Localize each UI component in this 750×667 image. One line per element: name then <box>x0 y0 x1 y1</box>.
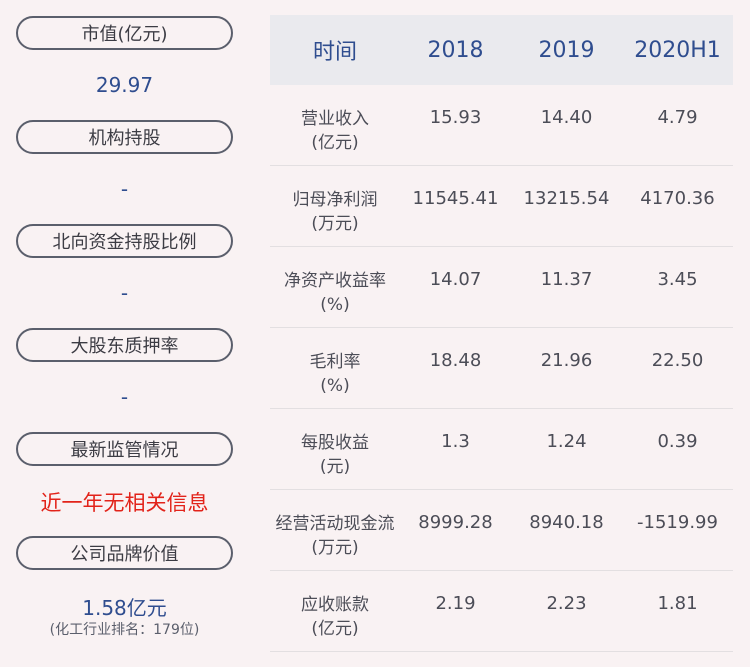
row-label-unit: (亿元) <box>311 133 359 153</box>
cell: 1.81 <box>657 593 698 614</box>
row-label-main: 归母净利润 <box>292 190 378 210</box>
cell: 1.24 <box>546 431 587 452</box>
financial-table: 时间 2018 2019 2020H1 营业收入 (亿元) 15.93 14.40… <box>270 15 733 652</box>
table-row: 营业收入 (亿元) 15.93 14.40 4.79 <box>270 85 733 166</box>
cell: 11.37 <box>540 269 593 290</box>
cell: 4170.36 <box>640 188 715 209</box>
row-label: 应收账款 (亿元) <box>270 571 400 641</box>
cell: 22.50 <box>651 350 704 371</box>
row-label-main: 每股收益 <box>301 433 369 453</box>
pledge-value: - <box>120 385 129 409</box>
brand-note: (化工行业排名：179位) <box>49 622 200 638</box>
row-label-unit: (%) <box>320 376 350 396</box>
cell: 15.93 <box>429 107 482 128</box>
cell: -1519.99 <box>637 512 718 533</box>
header-2018: 2018 <box>427 37 484 63</box>
row-label-main: 毛利率 <box>309 352 361 372</box>
market-value: 29.97 <box>95 73 154 97</box>
row-label-unit: (%) <box>320 295 350 315</box>
northbound-label: 北向资金持股比例 <box>16 224 233 258</box>
regulation-value: 近一年无相关信息 <box>40 491 209 515</box>
northbound-value: - <box>120 281 129 305</box>
row-label: 毛利率 (%) <box>270 328 400 398</box>
cell: 8999.28 <box>418 512 493 533</box>
row-label-main: 经营活动现金流 <box>275 514 395 534</box>
brand-value: 1.58亿元 <box>82 596 167 620</box>
pledge-label: 大股东质押率 <box>16 328 233 362</box>
table-row: 经营活动现金流 (万元) 8999.28 8940.18 -1519.99 <box>270 490 733 571</box>
row-label-unit: (万元) <box>311 538 359 558</box>
market-value-label: 市值(亿元) <box>16 16 233 50</box>
cell: 1.3 <box>441 431 470 452</box>
row-label-unit: (万元) <box>311 214 359 234</box>
row-label: 营业收入 (亿元) <box>270 85 400 155</box>
cell: 21.96 <box>540 350 593 371</box>
cell: 18.48 <box>429 350 482 371</box>
cell: 11545.41 <box>412 188 499 209</box>
row-label: 归母净利润 (万元) <box>270 166 400 236</box>
institution-label: 机构持股 <box>16 120 233 154</box>
table-row: 归母净利润 (万元) 11545.41 13215.54 4170.36 <box>270 166 733 247</box>
cell: 14.07 <box>429 269 482 290</box>
row-label-main: 净资产收益率 <box>284 271 386 291</box>
cell: 14.40 <box>540 107 593 128</box>
table-header: 时间 2018 2019 2020H1 <box>270 15 733 85</box>
row-label-main: 应收账款 <box>301 595 369 615</box>
left-panel: 市值(亿元) 29.97 机构持股 - 北向资金持股比例 - 大股东质押率 - … <box>0 0 250 667</box>
row-label-unit: (亿元) <box>311 619 359 639</box>
brand-label: 公司品牌价值 <box>16 536 233 570</box>
row-label: 经营活动现金流 (万元) <box>270 490 400 560</box>
row-label-unit: (元) <box>319 457 351 477</box>
header-2019: 2019 <box>538 37 595 63</box>
cell: 13215.54 <box>523 188 610 209</box>
table-row: 净资产收益率 (%) 14.07 11.37 3.45 <box>270 247 733 328</box>
row-label: 每股收益 (元) <box>270 409 400 479</box>
regulation-label: 最新监管情况 <box>16 432 233 466</box>
cell: 8940.18 <box>529 512 604 533</box>
cell: 2.23 <box>546 593 587 614</box>
table-row: 毛利率 (%) 18.48 21.96 22.50 <box>270 328 733 409</box>
row-label: 净资产收益率 (%) <box>270 247 400 317</box>
table-row: 每股收益 (元) 1.3 1.24 0.39 <box>270 409 733 490</box>
institution-value: - <box>120 177 129 201</box>
table-row: 应收账款 (亿元) 2.19 2.23 1.81 <box>270 571 733 652</box>
row-label-main: 营业收入 <box>301 109 369 129</box>
cell: 2.19 <box>435 593 476 614</box>
header-time: 时间 <box>312 40 357 65</box>
header-2020h1: 2020H1 <box>634 37 721 63</box>
cell: 0.39 <box>657 431 698 452</box>
cell: 3.45 <box>657 269 698 290</box>
cell: 4.79 <box>657 107 698 128</box>
